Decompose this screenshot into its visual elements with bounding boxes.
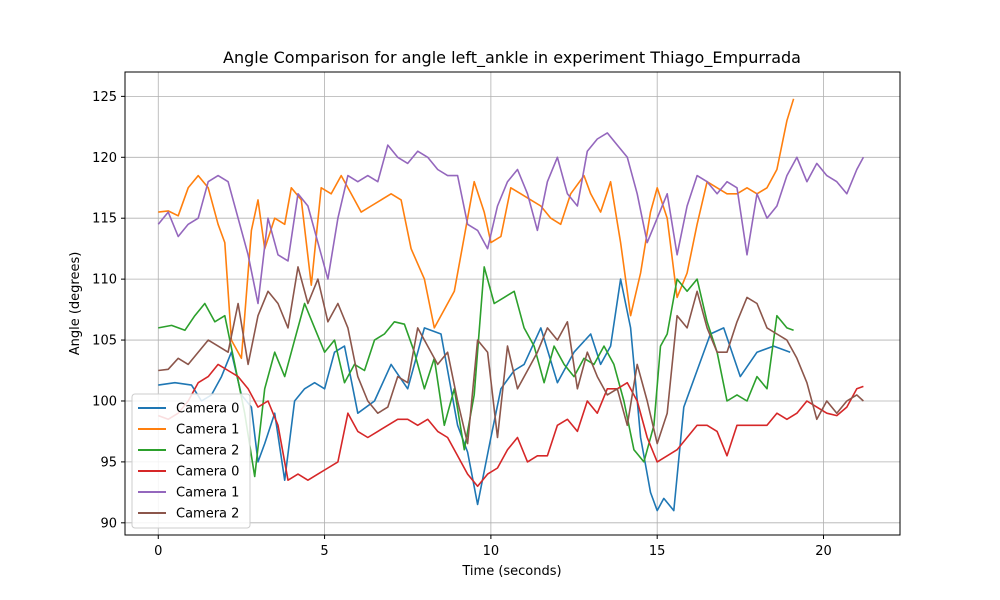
chart-title: Angle Comparison for angle left_ankle in…: [223, 48, 801, 68]
x-tick-label: 0: [154, 544, 162, 559]
x-axis-ticks: 0 5 10 15 20: [154, 535, 832, 559]
x-tick-label: 20: [815, 544, 832, 559]
legend-box: [131, 393, 251, 529]
legend-entry-label: Camera 0: [176, 402, 239, 417]
legend-entry-label: Camera 1: [176, 486, 239, 501]
y-tick-label: 110: [92, 273, 117, 288]
legend-entry-label: Camera 2: [176, 507, 239, 522]
legend-entry-label: Camera 0: [176, 465, 239, 480]
x-axis-label: Time (seconds): [461, 564, 561, 579]
series-lines: [157, 98, 865, 512]
plot-frame: [124, 71, 901, 536]
y-tick-label: 120: [92, 151, 117, 166]
legend-entry-label: Camera 2: [176, 444, 239, 459]
x-tick-label: 10: [483, 544, 500, 559]
y-tick-label: 90: [100, 516, 117, 531]
y-axis-ticks: 90 95 100 105 110 115 120 125: [92, 90, 125, 531]
y-tick-label: 125: [92, 90, 117, 105]
y-tick-label: 95: [100, 455, 117, 470]
series-line-0: [158, 278, 791, 512]
series-line-3: [158, 363, 864, 488]
legend: Camera 0 Camera 1 Camera 2 Camera 0 Camera 1…: [131, 393, 251, 529]
y-tick-label: 100: [92, 394, 117, 409]
series-line-5: [158, 266, 864, 445]
y-tick-label: 105: [92, 334, 117, 349]
series-line-4: [157, 132, 865, 305]
series-line-1: [158, 98, 795, 360]
y-tick-label: 115: [92, 212, 117, 227]
legend-entry-label: Camera 1: [176, 423, 239, 438]
x-tick-label: 15: [649, 544, 666, 559]
x-tick-label: 5: [320, 544, 328, 559]
series-line-2: [158, 266, 794, 478]
y-axis-label: Angle (degrees): [68, 252, 83, 356]
